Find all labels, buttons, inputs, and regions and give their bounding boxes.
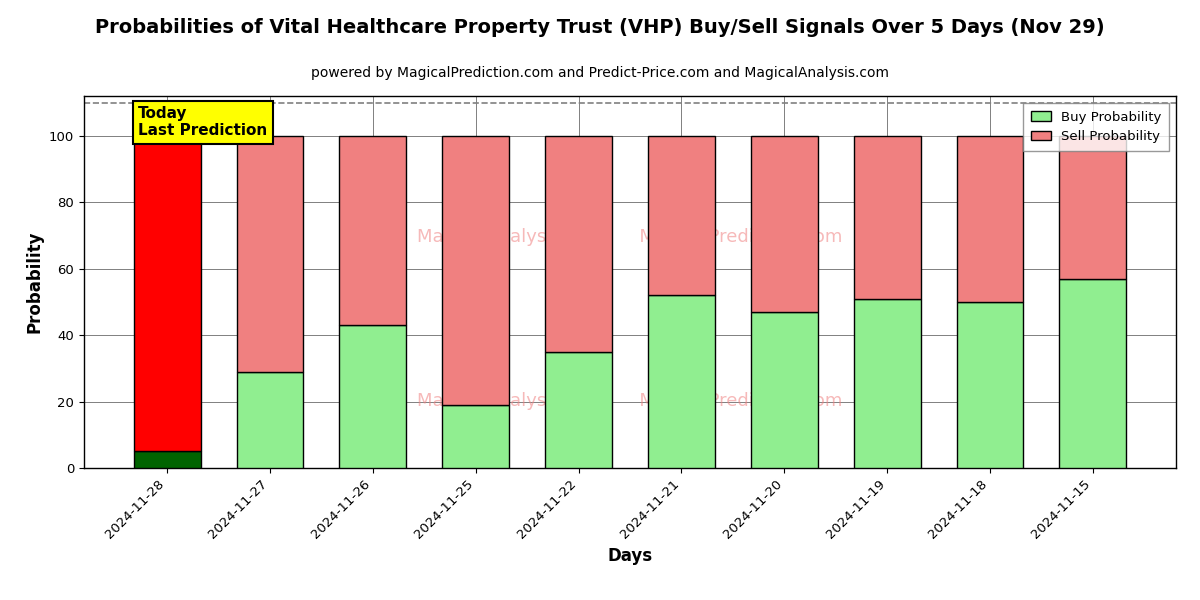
Bar xyxy=(751,136,817,312)
Bar xyxy=(1060,136,1127,278)
Bar xyxy=(648,136,715,295)
Bar xyxy=(648,295,715,468)
Text: powered by MagicalPrediction.com and Predict-Price.com and MagicalAnalysis.com: powered by MagicalPrediction.com and Pre… xyxy=(311,66,889,80)
Bar xyxy=(545,136,612,352)
Bar xyxy=(1060,278,1127,468)
Text: Today
Last Prediction: Today Last Prediction xyxy=(138,106,268,139)
Bar xyxy=(956,302,1024,468)
Bar xyxy=(133,451,200,468)
Text: MagicalAnalysis.com      MagicalPrediction.com: MagicalAnalysis.com MagicalPrediction.co… xyxy=(418,392,842,410)
X-axis label: Days: Days xyxy=(607,547,653,565)
Bar xyxy=(853,299,920,468)
Text: MagicalAnalysis.com      MagicalPrediction.com: MagicalAnalysis.com MagicalPrediction.co… xyxy=(418,229,842,247)
Bar xyxy=(236,136,304,371)
Bar xyxy=(236,371,304,468)
Text: Probabilities of Vital Healthcare Property Trust (VHP) Buy/Sell Signals Over 5 D: Probabilities of Vital Healthcare Proper… xyxy=(95,18,1105,37)
Bar xyxy=(545,352,612,468)
Legend: Buy Probability, Sell Probability: Buy Probability, Sell Probability xyxy=(1022,103,1170,151)
Bar xyxy=(340,325,407,468)
Bar xyxy=(340,136,407,325)
Bar xyxy=(443,405,509,468)
Bar xyxy=(751,312,817,468)
Bar xyxy=(853,136,920,299)
Bar xyxy=(443,136,509,405)
Y-axis label: Probability: Probability xyxy=(25,231,43,333)
Bar xyxy=(133,136,200,451)
Bar xyxy=(956,136,1024,302)
